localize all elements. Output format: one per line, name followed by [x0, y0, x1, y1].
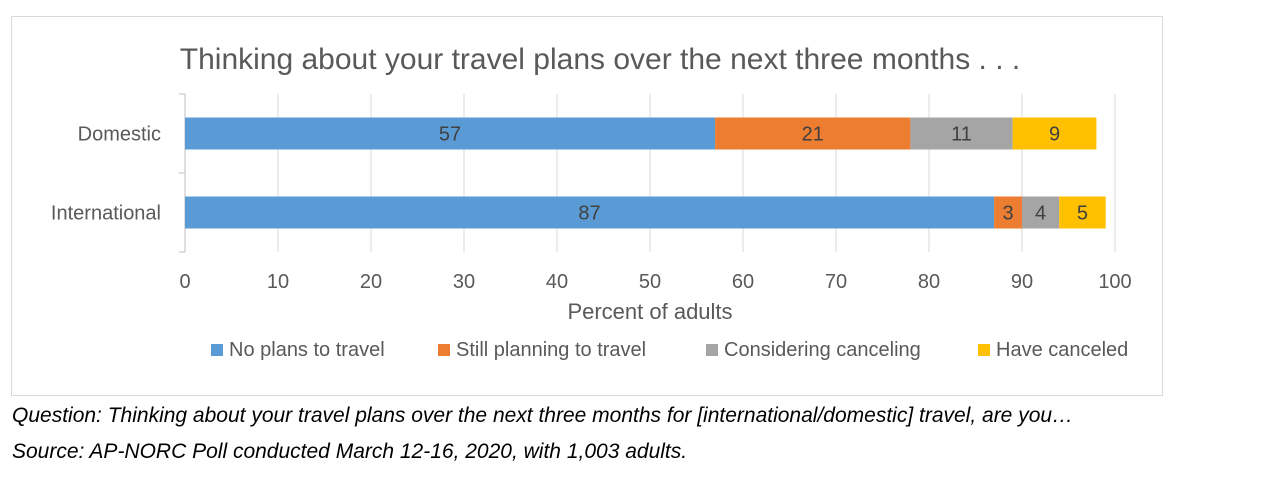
legend-label-have-canceled: Have canceled — [996, 339, 1128, 361]
x-tick-label-30: 30 — [453, 271, 475, 293]
x-tick-label-0: 0 — [179, 271, 190, 293]
x-tick-label-80: 80 — [918, 271, 940, 293]
bar-domestic-considering-canceling — [910, 117, 1013, 150]
data-label-domestic-considering-canceling: 11 — [951, 124, 972, 146]
legend-label-no-plans-to-travel: No plans to travel — [229, 339, 385, 361]
category-label-international: International — [51, 203, 161, 225]
x-tick-label-10: 10 — [267, 271, 289, 293]
data-label-international-have-canceled: 5 — [1077, 203, 1088, 225]
x-tick-label-40: 40 — [546, 271, 568, 293]
x-tick-label-90: 90 — [1011, 271, 1033, 293]
data-label-domestic-have-canceled: 9 — [1049, 124, 1060, 146]
bar-international-have-canceled — [1059, 196, 1106, 229]
legend-swatch-have-canceled — [978, 344, 990, 356]
legend-swatch-no-plans-to-travel — [211, 344, 223, 356]
x-tick-label-70: 70 — [825, 271, 847, 293]
chart-title: Thinking about your travel plans over th… — [180, 43, 1020, 76]
source-note: Source: AP-NORC Poll conducted March 12-… — [12, 440, 688, 463]
bar-domestic-still-planning-to-travel — [715, 117, 911, 150]
x-tick-label-60: 60 — [732, 271, 754, 293]
bar-international-no-plans-to-travel — [185, 196, 995, 229]
x-tick-label-20: 20 — [360, 271, 382, 293]
data-label-domestic-no-plans-to-travel: 57 — [439, 124, 461, 146]
bar-international-still-planning-to-travel — [994, 196, 1022, 229]
category-label-domestic: Domestic — [78, 124, 161, 146]
bar-international-considering-canceling — [1022, 196, 1060, 229]
stacked-bar-chart: Thinking about your travel plans over th… — [51, 43, 1132, 361]
data-label-domestic-still-planning-to-travel: 21 — [802, 124, 824, 146]
x-axis-label: Percent of adults — [567, 299, 732, 324]
legend-swatch-considering-canceling — [706, 344, 718, 356]
legend-label-still-planning-to-travel: Still planning to travel — [456, 339, 646, 361]
question-note: Question: Thinking about your travel pla… — [12, 404, 1074, 427]
legend-label-considering-canceling: Considering canceling — [724, 339, 921, 361]
legend-swatch-still-planning-to-travel — [438, 344, 450, 356]
chart-frame: Thinking about your travel plans over th… — [11, 16, 1163, 396]
data-label-international-considering-canceling: 4 — [1035, 203, 1046, 225]
x-tick-label-100: 100 — [1098, 271, 1131, 293]
x-tick-label-50: 50 — [639, 271, 661, 293]
bar-domestic-no-plans-to-travel — [185, 117, 716, 150]
bar-domestic-have-canceled — [1012, 117, 1097, 150]
data-label-international-no-plans-to-travel: 87 — [578, 203, 600, 225]
data-label-international-still-planning-to-travel: 3 — [1002, 203, 1013, 225]
